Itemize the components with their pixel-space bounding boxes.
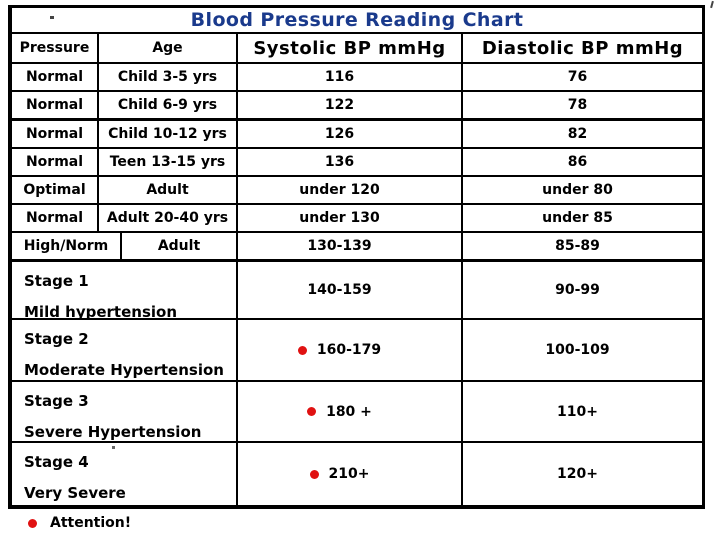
column-header-age: Age <box>99 34 238 62</box>
pressure-cell: Optimal <box>12 177 99 203</box>
diastolic-cell: under 80 <box>542 182 613 198</box>
stage-label: Stage 2 <box>24 330 89 348</box>
pressure-cell: Normal <box>12 149 99 175</box>
table-row: Normal Adult 20-40 yrs under 130 under 8… <box>12 205 702 233</box>
bp-chart-table: Blood Pressure Reading Chart Pressure Ag… <box>8 5 705 509</box>
stage-label: Stage 1 <box>24 272 89 290</box>
systolic-cell: 140-159 <box>238 262 463 318</box>
speck-artifact <box>112 446 115 449</box>
systolic-value: 210+ <box>328 466 370 482</box>
alert-dot-icon <box>307 407 317 416</box>
diastolic-value: 120+ <box>557 466 598 482</box>
pressure-cell: Normal <box>12 121 99 147</box>
systolic-cell: 122 <box>238 92 463 118</box>
systolic-cell: under 130 <box>238 205 463 231</box>
diastolic-cell: 85-89 <box>555 238 600 254</box>
systolic-cell: 160-179 <box>238 320 463 380</box>
table-row: Stage 2 Moderate Hypertension 160-179 10… <box>12 320 702 382</box>
attention-note: Attention! <box>28 515 131 531</box>
stage-label: Stage 3 <box>24 392 89 410</box>
diastolic-cell: 76 <box>567 69 588 85</box>
alert-dot-icon <box>309 469 319 479</box>
age-cell: Child 6-9 yrs <box>99 92 238 118</box>
table-row: High/Norm Adult 130-139 85-89 <box>12 233 702 262</box>
speck-artifact <box>50 16 54 19</box>
stage-description: Very Severe <box>24 484 126 502</box>
age-cell: Adult <box>99 177 238 203</box>
alert-dot-icon <box>297 345 307 355</box>
systolic-cell: 126 <box>238 121 463 147</box>
pressure-cell: Normal <box>12 205 99 231</box>
table-row: Stage 4 Very Severe 210+ 120+ <box>12 443 702 505</box>
age-cell: Adult 20-40 yrs <box>99 205 238 231</box>
age-cell: Child 3-5 yrs <box>99 64 238 90</box>
table-row: Normal Child 6-9 yrs 122 78 <box>12 92 702 121</box>
stage-cell: Stage 1 Mild hypertension <box>12 262 238 318</box>
table-row: Stage 3 Severe Hypertension 180 + 110+ <box>12 382 702 443</box>
attention-label: Attention! <box>50 515 132 531</box>
pressure-cell: Normal <box>12 64 99 90</box>
speck-artifact <box>710 0 714 9</box>
table-row: Normal Child 10-12 yrs 126 82 <box>12 121 702 149</box>
table-row: Stage 1 Mild hypertension 140-159 90-99 <box>12 262 702 320</box>
pressure-cell: Normal <box>12 92 99 118</box>
systolic-cell: under 120 <box>238 177 463 203</box>
diastolic-cell: 86 <box>567 154 588 170</box>
table-row: Optimal Adult under 120 under 80 <box>12 177 702 205</box>
diastolic-cell: 82 <box>567 126 588 142</box>
systolic-value: 160-179 <box>316 342 382 358</box>
systolic-value: 140-159 <box>307 282 372 298</box>
systolic-cell: 180 + <box>238 382 463 441</box>
stage-description: Severe Hypertension <box>24 423 202 441</box>
age-cell: Adult <box>122 233 238 259</box>
stage-description: Mild hypertension <box>24 303 178 318</box>
table-header-row: Pressure Age Systolic BP mmHg Diastolic … <box>12 34 702 64</box>
stage-cell: Stage 3 Severe Hypertension <box>12 382 238 441</box>
pressure-cell: High/Norm <box>12 233 122 259</box>
diastolic-value: 90-99 <box>555 282 600 298</box>
table-row: Normal Teen 13-15 yrs 136 86 <box>12 149 702 177</box>
chart-title: Blood Pressure Reading Chart <box>190 8 524 31</box>
systolic-cell: 116 <box>238 64 463 90</box>
stage-description: Moderate Hypertension <box>24 361 224 379</box>
diastolic-cell: 90-99 <box>463 262 702 318</box>
diastolic-cell: 120+ <box>463 443 702 505</box>
diastolic-cell: 100-109 <box>463 320 702 380</box>
stage-cell: Stage 4 Very Severe <box>12 443 238 505</box>
stage-cell: Stage 2 Moderate Hypertension <box>12 320 238 380</box>
column-header-systolic: Systolic BP mmHg <box>238 34 463 62</box>
diastolic-cell: 110+ <box>463 382 702 441</box>
diastolic-value: 100-109 <box>545 342 610 358</box>
attention-dot-icon <box>28 518 37 528</box>
age-cell: Teen 13-15 yrs <box>99 149 238 175</box>
table-row: Normal Child 3-5 yrs 116 76 <box>12 64 702 92</box>
systolic-cell: 136 <box>238 149 463 175</box>
title-row: Blood Pressure Reading Chart <box>12 8 702 34</box>
diastolic-cell: under 85 <box>542 210 613 226</box>
systolic-cell: 210+ <box>238 443 463 505</box>
systolic-value: 180 + <box>326 403 372 420</box>
column-header-diastolic: Diastolic BP mmHg <box>481 37 684 59</box>
age-cell: Child 10-12 yrs <box>99 121 238 147</box>
systolic-cell: 130-139 <box>238 233 463 259</box>
diastolic-value: 110+ <box>557 403 598 420</box>
column-header-pressure: Pressure <box>12 34 99 62</box>
stage-label: Stage 4 <box>24 453 89 471</box>
diastolic-cell: 78 <box>567 97 588 113</box>
